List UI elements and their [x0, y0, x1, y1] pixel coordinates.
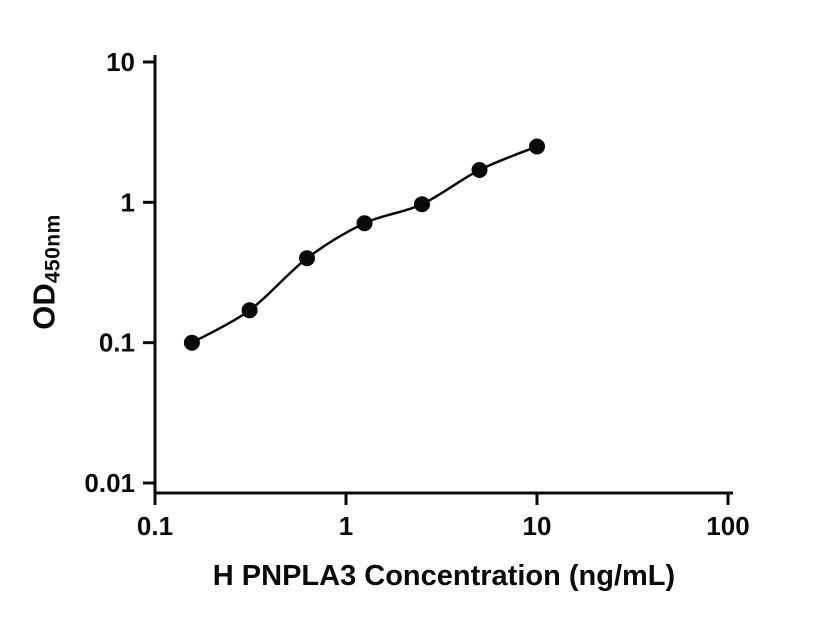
- data-point: [183, 334, 200, 351]
- y-tick-label: 0.01: [84, 468, 135, 498]
- y-tick-label: 10: [106, 47, 135, 77]
- data-point: [529, 138, 545, 155]
- x-tick-label: 100: [706, 511, 749, 541]
- data-point: [299, 250, 315, 267]
- data-point: [471, 162, 488, 178]
- data-point: [356, 215, 373, 232]
- x-tick-label: 0.1: [137, 511, 173, 541]
- data-point: [241, 302, 258, 319]
- x-axis-title: H PNPLA3 Concentration (ng/mL): [212, 560, 676, 592]
- y-axis-title: OD450nm: [27, 214, 66, 330]
- y-axis-title-subscript: 450nm: [41, 214, 65, 284]
- data-point: [414, 196, 430, 213]
- x-tick-label: 10: [523, 511, 552, 541]
- x-tick-label: 1: [339, 511, 353, 541]
- y-axis-title-main: OD: [26, 283, 62, 330]
- y-tick-label: 1: [121, 187, 135, 217]
- y-tick-label: 0.1: [99, 328, 135, 358]
